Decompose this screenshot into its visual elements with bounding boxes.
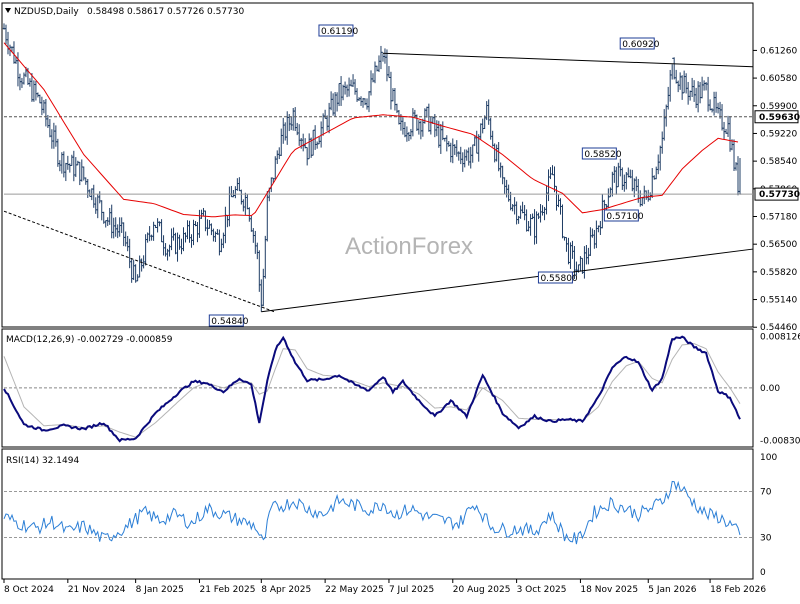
moving-average-line [3, 42, 739, 218]
ohlc-low-value: 0.57726 [167, 7, 204, 17]
time-axis-tick-label: 21 Feb 2025 [199, 585, 255, 595]
price-series [2, 23, 742, 312]
macd-line [3, 335, 741, 443]
ohlc-close-value: 0.57730 [207, 7, 244, 17]
rsi-axis-tick-label: 70 [760, 488, 772, 498]
annotation-label: 0.55800 [540, 274, 577, 284]
ohlc-high-value: 0.58617 [127, 7, 164, 17]
level-price-tag-box [754, 110, 799, 124]
price-panel-frame [1, 2, 754, 328]
time-axis-tick-label: 7 Jul 2025 [389, 585, 434, 595]
price-axis-tick-label: 0.57180 [760, 212, 797, 222]
annotation-box [537, 271, 573, 284]
annotation-label: 0.58520 [584, 150, 621, 160]
current-price-tag: 0.57730 [759, 190, 800, 200]
macd-label: MACD(12,26,9) -0.002729 -0.000859 [6, 335, 173, 345]
price-axis-tick-label: 0.59900 [760, 102, 797, 112]
trendline [382, 52, 754, 68]
price-axis-tick-label: 0.55820 [760, 268, 797, 278]
time-axis-tick-label: 22 May 2025 [325, 585, 384, 595]
rsi-axis-tick-label: 100 [760, 453, 777, 463]
ohlc-open-value: 0.58498 [87, 7, 124, 17]
annotation-label: 0.54840 [211, 317, 248, 327]
time-axis-tick-label: 8 Jan 2025 [136, 585, 184, 595]
price-overlays: 0.61190 0.60920 0.58520 0.57100 0.55800 0.548… [3, 24, 754, 327]
annotation-label: 0.61190 [321, 27, 358, 37]
price-axis-tick-label: 0.60580 [760, 74, 797, 84]
rsi-series [3, 480, 753, 545]
price-axis-tick-label: 0.55140 [760, 296, 797, 306]
time-axis-tick-label: 18 Feb 2026 [710, 585, 766, 595]
current-price-tag-box [754, 187, 799, 201]
macd-axis-tick-label: 0.008126 [760, 333, 800, 343]
trendline [261, 248, 754, 313]
time-axis-tick-label: 8 Apr 2025 [261, 585, 311, 595]
macd-series [3, 335, 753, 443]
time-axis-tick-label: 20 Aug 2025 [453, 585, 511, 595]
rsi-label: RSI(14) 32.1494 [6, 456, 79, 466]
time-axis-tick-label: 18 Nov 2025 [580, 585, 638, 595]
rsi-panel-frame [1, 448, 754, 580]
axes: 0.612600.605800.599000.592200.585400.578… [3, 46, 800, 595]
annotation-label: 0.60920 [622, 40, 659, 50]
annotation-box [619, 37, 655, 50]
time-axis-tick-label: 8 Oct 2024 [4, 585, 54, 595]
price-axis-tick-label: 0.58540 [760, 157, 797, 167]
time-axis-tick-label: 3 Oct 2025 [517, 585, 567, 595]
rsi-axis-tick-label: 30 [760, 534, 772, 544]
macd-panel-frame [1, 328, 754, 448]
watermark: ActionForex [345, 233, 473, 260]
annotation-box [581, 147, 617, 160]
annotation-box [208, 314, 244, 327]
level-price-tag: 0.59630 [759, 113, 800, 123]
annotation-label: 0.57100 [606, 212, 643, 222]
symbol-dropdown-icon [5, 8, 11, 13]
rsi-line [3, 480, 741, 545]
rsi-axis-tick-label: 0 [760, 568, 766, 578]
price-axis-tick-label: 0.54460 [760, 323, 797, 333]
dashed-trendline [3, 210, 275, 313]
annotation-box [603, 209, 639, 222]
macd-axis-tick-label: 0.00 [760, 384, 780, 394]
price-axis-tick-label: 0.61260 [760, 46, 797, 56]
time-axis-tick-label: 21 Nov 2024 [68, 585, 126, 595]
time-axis-tick-label: 5 Jan 2026 [648, 585, 696, 595]
annotation-box [318, 24, 354, 37]
price-axis-tick-label: 0.59220 [760, 129, 797, 139]
symbol-label: NZDUSD,Daily [14, 7, 79, 17]
macd-signal-line [3, 343, 741, 438]
price-axis-tick-label: 0.56500 [760, 240, 797, 250]
